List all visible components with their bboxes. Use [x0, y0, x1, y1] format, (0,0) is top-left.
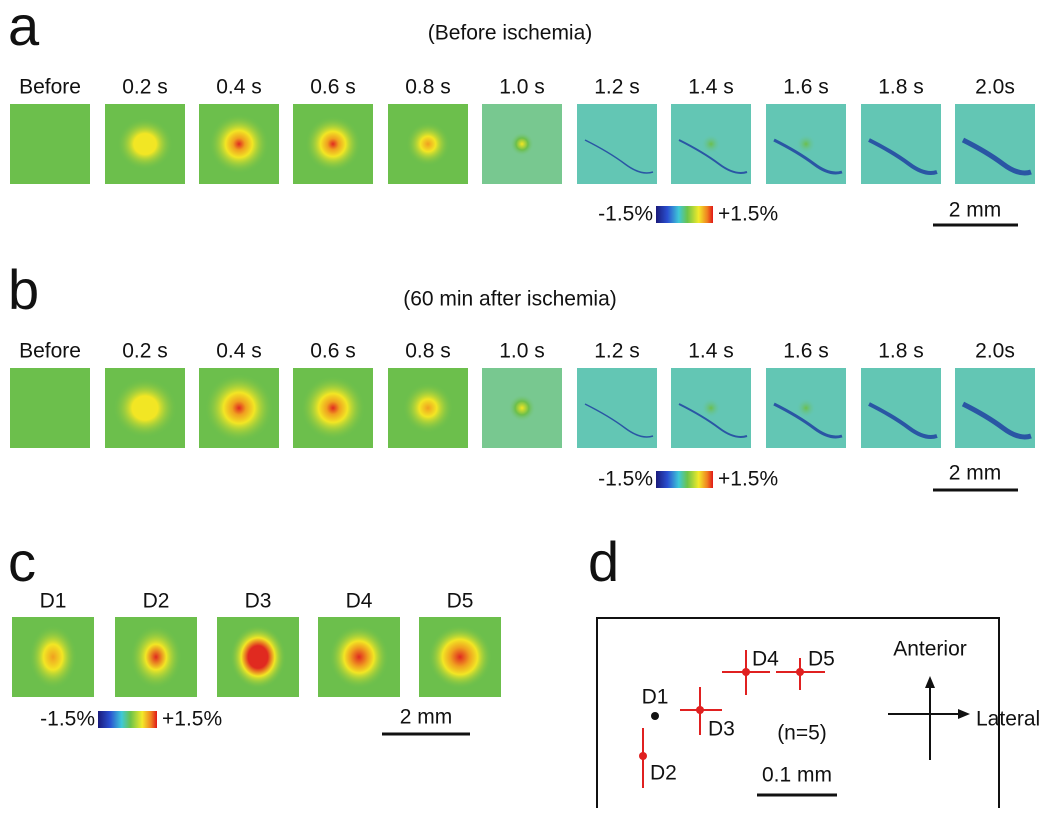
colorbar-min: -1.5%	[598, 468, 653, 491]
colorbar	[98, 711, 157, 728]
arrowhead	[925, 676, 935, 688]
activation	[301, 376, 365, 440]
panel-letter: c	[8, 530, 36, 593]
activation	[796, 398, 816, 418]
frame-label: 0.6 s	[310, 340, 356, 363]
image-tile	[577, 368, 657, 448]
point	[696, 706, 704, 714]
frame-label: 0.2 s	[122, 340, 168, 363]
n-label: (n=5)	[777, 722, 827, 745]
orientation-axes	[888, 686, 960, 760]
image-tile	[10, 104, 90, 184]
colorbar	[656, 471, 713, 488]
frame-label: 1.4 s	[688, 340, 734, 363]
scale-bar-label: 2 mm	[949, 462, 1002, 485]
activation	[510, 132, 534, 156]
frame-label: Before	[19, 76, 81, 99]
panel-letter: b	[8, 258, 39, 321]
activation	[796, 134, 816, 154]
frame-label: 0.8 s	[405, 76, 451, 99]
colorbar-max: +1.5%	[718, 203, 778, 226]
activation	[329, 625, 389, 689]
frame-label: 0.2 s	[122, 76, 168, 99]
frame-label: D1	[40, 590, 67, 613]
panel-letter: a	[8, 0, 40, 57]
frame-label: 2.0s	[975, 76, 1015, 99]
activation	[29, 625, 77, 689]
colorbar	[656, 206, 713, 223]
frame-label: 1.2 s	[594, 340, 640, 363]
frame-label: 0.4 s	[216, 76, 262, 99]
colorbar-min: -1.5%	[598, 203, 653, 226]
point	[651, 712, 659, 720]
point	[796, 668, 804, 676]
frame-label: 1.8 s	[878, 76, 924, 99]
point-label: D3	[708, 718, 735, 741]
frame-label: 0.8 s	[405, 340, 451, 363]
activation	[130, 625, 182, 689]
activation	[406, 122, 450, 166]
colorbar-min: -1.5%	[40, 708, 95, 731]
scale-bar-label: 2 mm	[949, 199, 1002, 222]
frame-label: 1.4 s	[688, 76, 734, 99]
activation	[701, 398, 721, 418]
activation	[117, 118, 173, 170]
activation	[113, 378, 177, 438]
scale-bar-label: 2 mm	[400, 706, 453, 729]
point-label: D5	[808, 648, 835, 671]
frame-label: 2.0s	[975, 340, 1015, 363]
scale-bar-label: 0.1 mm	[762, 764, 832, 787]
frame-label: D3	[245, 590, 272, 613]
panel-letter: d	[588, 530, 619, 593]
frame-label: 1.0 s	[499, 340, 545, 363]
axis-label: Lateral	[976, 708, 1040, 731]
frame-label: D5	[447, 590, 474, 613]
axis-label: Anterior	[893, 638, 967, 661]
figure: a (Before ischemia) Before 0.2 s 0.4 s 0.6 …	[0, 0, 1062, 808]
activation	[230, 625, 286, 689]
frame-label: 1.2 s	[594, 76, 640, 99]
point	[639, 752, 647, 760]
colorbar-max: +1.5%	[162, 708, 222, 731]
frame-label: 0.4 s	[216, 340, 262, 363]
point-label: D2	[650, 762, 677, 785]
frame-label: 1.8 s	[878, 340, 924, 363]
image-tile	[10, 368, 90, 448]
image-tile	[577, 104, 657, 184]
colorbar-max: +1.5%	[718, 468, 778, 491]
frame-label: 1.6 s	[783, 340, 829, 363]
frame-label: 1.6 s	[783, 76, 829, 99]
frame-label: 0.6 s	[310, 76, 356, 99]
activation	[403, 383, 454, 434]
panel-title: (60 min after ischemia)	[403, 288, 617, 311]
activation	[508, 394, 536, 422]
frame-label: D4	[346, 590, 373, 613]
frame-label: D2	[143, 590, 170, 613]
activation	[305, 116, 361, 172]
frame-label: Before	[19, 340, 81, 363]
panel-title: (Before ischemia)	[428, 22, 593, 45]
frame-label: 1.0 s	[499, 76, 545, 99]
point-label: D1	[642, 686, 669, 709]
point-label: D4	[752, 648, 779, 671]
activation	[209, 114, 269, 174]
activation	[701, 134, 721, 154]
activation	[205, 374, 274, 443]
arrowhead	[958, 709, 970, 719]
activation	[428, 625, 492, 689]
point	[742, 668, 750, 676]
